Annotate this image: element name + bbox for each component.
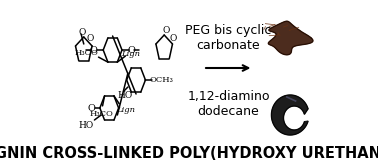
Text: O: O xyxy=(87,34,94,42)
Text: H₃CO: H₃CO xyxy=(74,49,98,57)
Text: LIGNIN CROSS-LINKED POLY(HYDROXY URETHANE): LIGNIN CROSS-LINKED POLY(HYDROXY URETHAN… xyxy=(0,146,378,161)
Polygon shape xyxy=(268,21,313,55)
Text: HO: HO xyxy=(118,91,133,100)
Text: Lign: Lign xyxy=(116,106,135,114)
Text: O: O xyxy=(90,45,98,54)
Text: O: O xyxy=(127,45,135,54)
Text: O: O xyxy=(78,28,85,37)
Text: O: O xyxy=(88,104,96,113)
Text: O: O xyxy=(170,34,177,42)
Text: PEG bis cyclic
carbonate: PEG bis cyclic carbonate xyxy=(185,24,272,52)
Text: OCH₃: OCH₃ xyxy=(150,76,174,84)
Text: Lign: Lign xyxy=(121,50,140,58)
Text: H₃CO: H₃CO xyxy=(89,110,113,118)
Text: 1,12-diamino
dodecane: 1,12-diamino dodecane xyxy=(187,90,270,118)
Polygon shape xyxy=(271,95,308,135)
Text: O: O xyxy=(163,26,170,35)
Text: HO: HO xyxy=(79,121,94,129)
